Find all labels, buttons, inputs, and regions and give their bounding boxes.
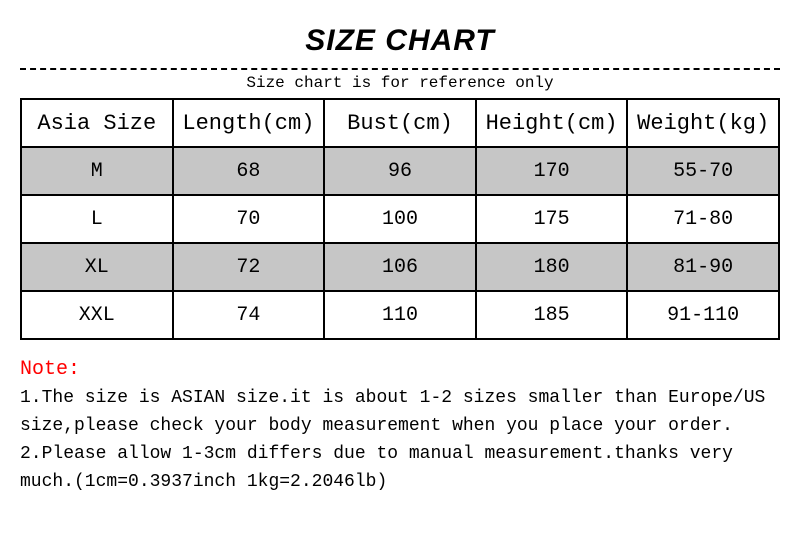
- table-row: XXL7411018591-110: [21, 291, 779, 339]
- column-header: Bust(cm): [324, 99, 476, 147]
- size-chart-container: SIZE CHART Size chart is for reference o…: [20, 0, 780, 497]
- table-row: M689617055-70: [21, 147, 779, 195]
- table-cell: 70: [173, 195, 325, 243]
- table-cell: M: [21, 147, 173, 195]
- table-cell: 180: [476, 243, 628, 291]
- table-cell: 96: [324, 147, 476, 195]
- note-block: Note: 1.The size is ASIAN size.it is abo…: [20, 354, 780, 497]
- subtitle-text: Size chart is for reference only: [20, 74, 780, 92]
- note-label: Note:: [20, 354, 780, 385]
- column-header: Weight(kg): [627, 99, 779, 147]
- table-row: XL7210618081-90: [21, 243, 779, 291]
- table-cell: 110: [324, 291, 476, 339]
- size-table-body: M689617055-70L7010017571-80XL7210618081-…: [21, 147, 779, 339]
- table-cell: XXL: [21, 291, 173, 339]
- table-cell: 170: [476, 147, 628, 195]
- table-cell: 81-90: [627, 243, 779, 291]
- table-cell: L: [21, 195, 173, 243]
- table-row: L7010017571-80: [21, 195, 779, 243]
- table-cell: 100: [324, 195, 476, 243]
- table-cell: 68: [173, 147, 325, 195]
- size-table: Asia SizeLength(cm)Bust(cm)Height(cm)Wei…: [20, 98, 780, 340]
- column-header: Height(cm): [476, 99, 628, 147]
- column-header: Length(cm): [173, 99, 325, 147]
- page-title: SIZE CHART: [20, 24, 780, 58]
- divider-line: [20, 68, 780, 70]
- table-cell: 74: [173, 291, 325, 339]
- table-cell: 71-80: [627, 195, 779, 243]
- size-table-header-row: Asia SizeLength(cm)Bust(cm)Height(cm)Wei…: [21, 99, 779, 147]
- table-cell: XL: [21, 243, 173, 291]
- column-header: Asia Size: [21, 99, 173, 147]
- table-cell: 91-110: [627, 291, 779, 339]
- table-cell: 55-70: [627, 147, 779, 195]
- table-cell: 175: [476, 195, 628, 243]
- note-line: 1.The size is ASIAN size.it is about 1-2…: [20, 385, 780, 441]
- size-table-head: Asia SizeLength(cm)Bust(cm)Height(cm)Wei…: [21, 99, 779, 147]
- table-cell: 106: [324, 243, 476, 291]
- note-line: 2.Please allow 1-3cm differs due to manu…: [20, 441, 780, 497]
- table-cell: 185: [476, 291, 628, 339]
- table-cell: 72: [173, 243, 325, 291]
